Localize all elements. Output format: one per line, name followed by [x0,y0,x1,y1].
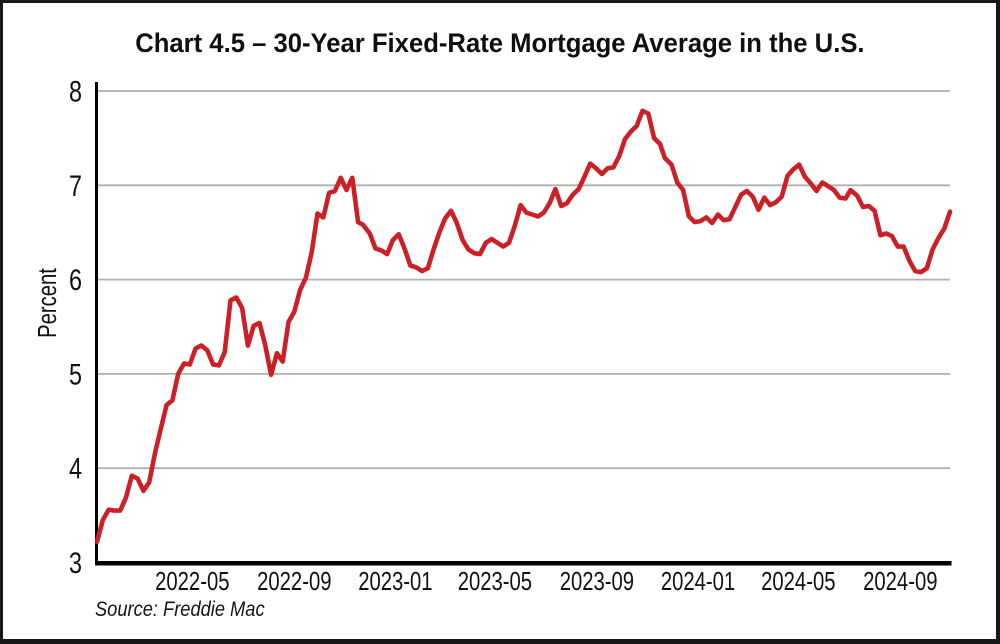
source-note-text: Source: Freddie Mac [95,598,265,621]
y-axis-title: Percent [33,268,62,338]
x-tick-label: 2024-01 [661,567,735,596]
x-tick-label: 2023-09 [560,567,634,596]
x-tick-label: 2022-05 [155,567,229,596]
x-tick-label: 2023-01 [358,567,432,596]
x-tick-label: 2024-09 [863,567,937,596]
x-tick-label: 2022-09 [257,567,331,596]
y-tick-label: 4 [69,452,82,485]
mortgage-rate-line [94,108,953,545]
source-note: Source: Freddie Mac [95,599,290,621]
y-tick-label: 7 [69,169,82,202]
x-tick-label: 2023-05 [458,567,532,596]
y-tick-label: 8 [69,75,82,108]
chart-title-text: Chart 4.5 – 30-Year Fixed-Rate Mortgage … [135,28,865,58]
y-tick-label: 5 [69,358,82,391]
chart-title: Chart 4.5 – 30-Year Fixed-Rate Mortgage … [0,29,1000,57]
y-tick-label: 6 [69,263,82,296]
y-tick-label: 3 [69,546,82,579]
x-tick-label: 2024-05 [761,567,835,596]
